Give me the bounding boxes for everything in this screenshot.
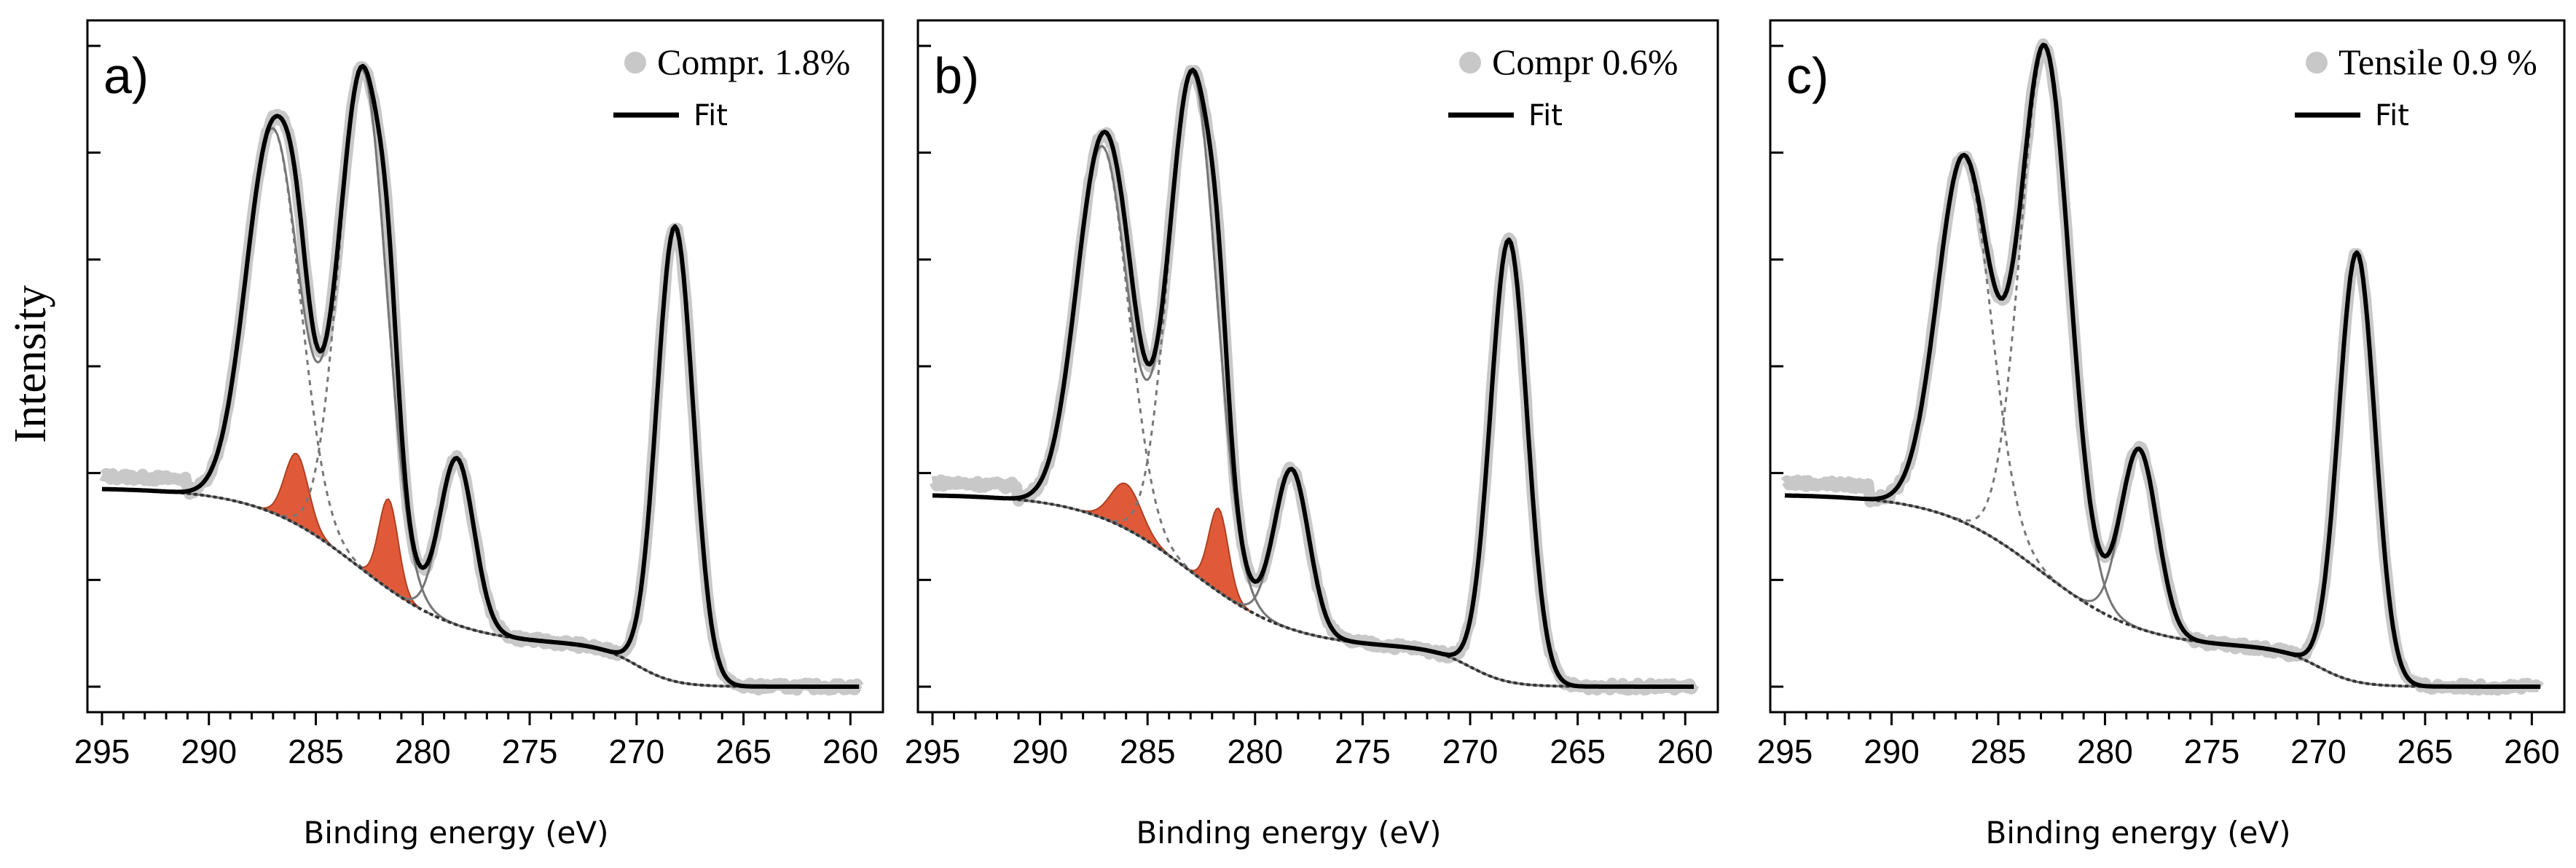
data-points [929,65,1700,696]
x-tick-label: 260 [822,733,879,770]
x-tick-label: 290 [1864,733,1920,770]
data-points [1780,38,2545,696]
legend-fit-label: Fit [694,99,728,133]
panel-3: 295 290 285 280 275 270 265 260 Binding energy (… [1757,19,2566,851]
y-axis-label: Intensity [6,285,55,443]
component-peak-dashed [932,145,1694,688]
x-tick-label: 265 [715,733,771,770]
x-tick-label: 285 [1971,733,2027,770]
panel-label: a) [103,47,149,104]
background-curve [932,494,1694,688]
legend-data-marker [2306,52,2328,74]
fit-curve [101,63,860,689]
component-peak-dashed [932,71,1694,688]
panel-label: b) [934,47,979,104]
x-tick-label: 285 [1120,733,1176,770]
fit-curve [932,68,1695,689]
x-axis-label: Binding energy (eV) [303,815,608,851]
x-axis-label: Binding energy (eV) [1136,815,1441,851]
highlight-peak [259,453,334,549]
plot-frame [1769,19,2566,714]
legend-fit-label: Fit [1528,99,1563,133]
legend-data-label: Compr 0.6% [1492,42,1678,82]
x-tick-label: 275 [1335,733,1391,770]
x-axis-label: Binding energy (eV) [1985,815,2290,851]
component-peak-dashed [1784,47,2541,688]
x-tick-label: 280 [395,733,451,770]
fit-curve [1784,42,2541,689]
panel-1: 295 290 285 280 275 270 265 260 Binding energy (… [74,19,884,851]
x-tick-label: 285 [288,733,344,770]
component-sum-curve [932,71,1694,688]
x-tick-label: 290 [1012,733,1068,770]
legend-fit-label: Fit [2375,99,2409,133]
x-tick-label: 295 [1757,733,1813,770]
x-tick-label: 265 [1550,733,1606,770]
x-tick-label: 270 [608,733,664,770]
x-tick-label: 290 [181,733,237,770]
component-peak-solid [1784,250,2541,688]
x-tick-label: 270 [1442,733,1499,770]
x-tick-label: 280 [1227,733,1283,770]
panel-label: c) [1786,47,1829,104]
data-points [98,60,864,696]
component-peak-dashed [101,127,860,688]
component-sum-curve [1784,43,2541,688]
panel-2: 295 290 285 280 275 270 265 260 Binding energy (… [905,19,1719,851]
component-peak-dashed [1784,156,2541,688]
background-curve [101,487,860,688]
x-tick-label: 270 [2290,733,2347,770]
x-tick-label: 280 [2077,733,2133,770]
legend-data-label: Compr. 1.8% [657,42,850,82]
legend-data-marker [624,52,646,74]
x-tick-label: 260 [1657,733,1713,770]
x-tick-label: 295 [905,733,961,770]
x-tick-label: 260 [2504,733,2560,770]
background-curve [1784,494,2541,688]
x-tick-label: 275 [502,733,558,770]
panels-group: 295 290 285 280 275 270 265 260 Binding energy (… [74,19,2566,851]
legend-data-marker [1459,52,1481,74]
x-tick-label: 275 [2184,733,2240,770]
x-tick-label: 295 [74,733,130,770]
legend-data-label: Tensile 0.9 % [2339,42,2537,82]
x-tick-label: 265 [2397,733,2453,770]
